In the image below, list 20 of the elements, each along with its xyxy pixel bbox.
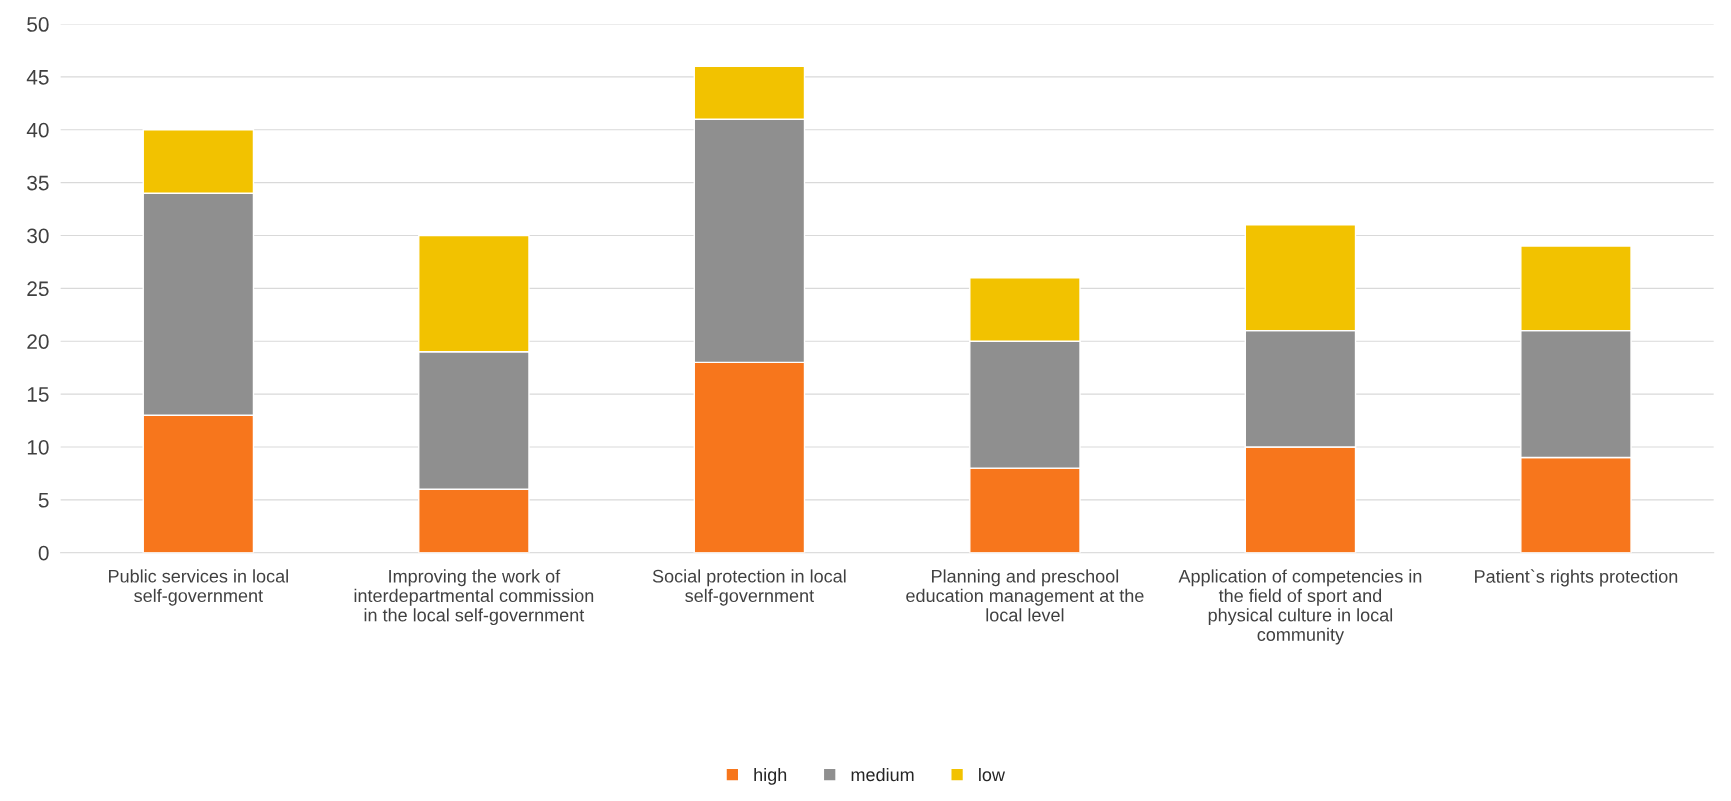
x-tick-label: Application of competencies in the field of sport and physical culture in local community (1178, 569, 1422, 645)
x-tick-label: Improving the work of interdepartmental commission in the local self-government (354, 569, 594, 626)
legend-label: high (754, 767, 787, 785)
y-tick-label: 10 (27, 439, 49, 455)
legend-label: medium (851, 767, 914, 782)
x-tick-label: Public services in local self-government (109, 569, 288, 606)
y-tick-label: 15 (27, 387, 49, 402)
y-tick-label: 5 (38, 493, 49, 508)
y-tick-label: 25 (27, 281, 49, 297)
x-tick-label: Patient`s rights protection (1475, 569, 1678, 587)
y-tick-label: 20 (27, 334, 49, 349)
y-tick-label: 0 (38, 545, 49, 561)
y-tick-label: 45 (26, 70, 49, 85)
legend-label: low (979, 767, 1005, 782)
y-tick-label: 30 (27, 228, 49, 244)
x-tick-label: Planning and preschool education management at the local level (906, 569, 1144, 622)
y-tick-label: 35 (27, 175, 49, 191)
x-tick-label: Social protection in local self-government (652, 569, 846, 606)
y-tick-label: 50 (27, 17, 49, 32)
y-tick-label: 40 (26, 122, 49, 138)
